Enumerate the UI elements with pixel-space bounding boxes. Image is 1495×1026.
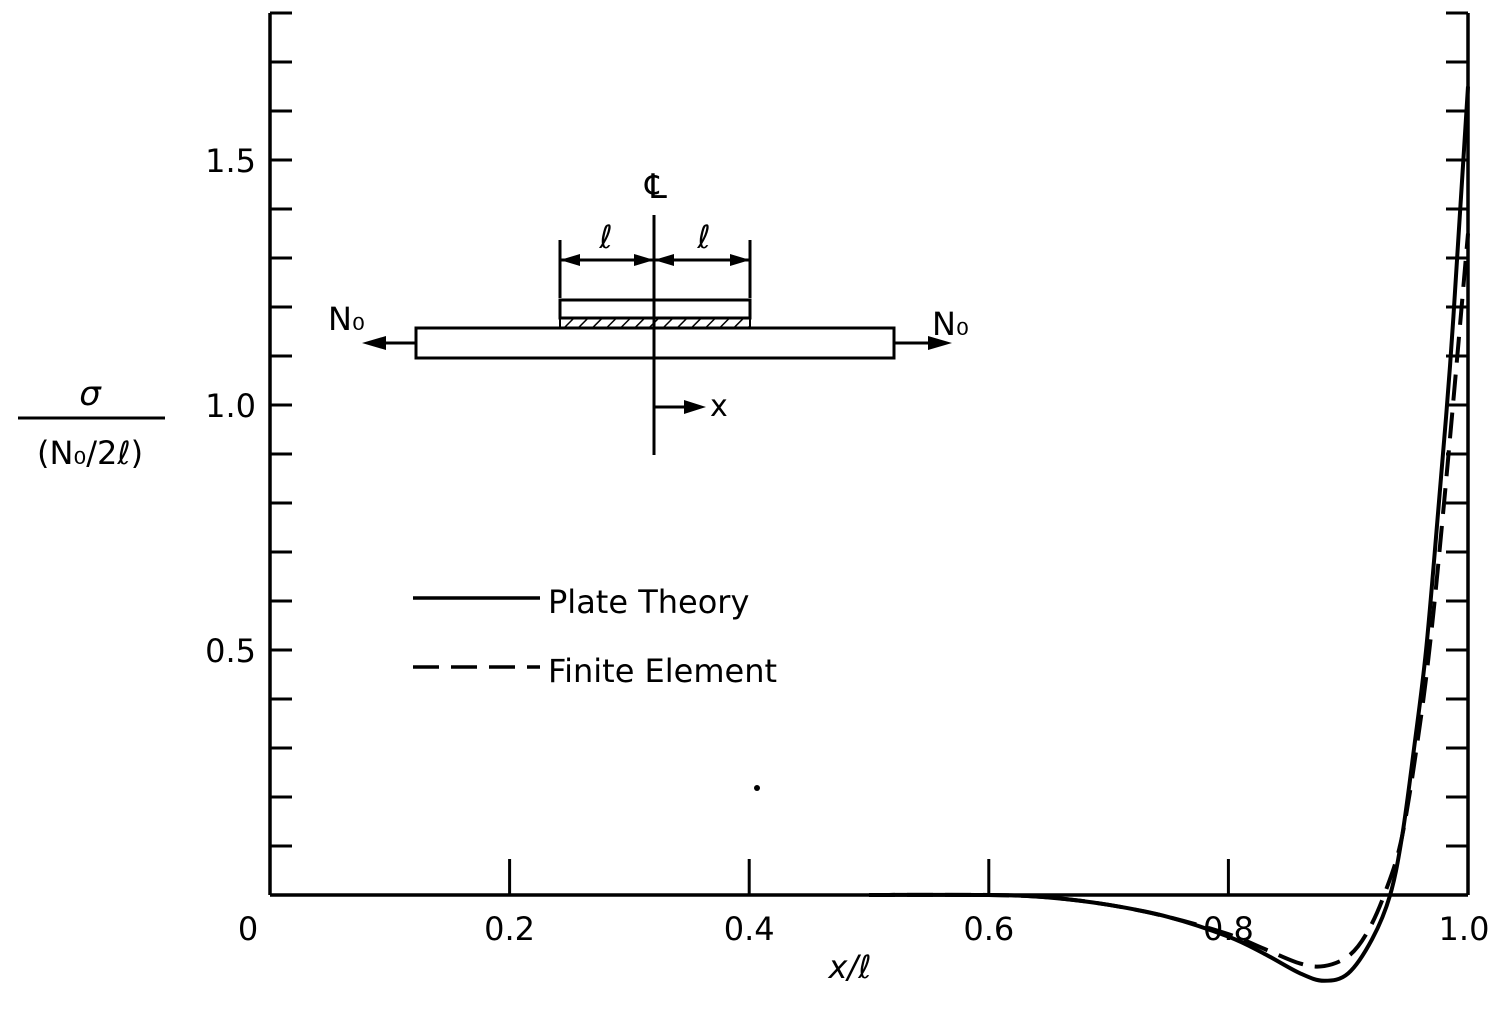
y-tick-label: 1.0: [205, 387, 256, 425]
stray-dot: [754, 785, 760, 791]
x-tick-label: 0.2: [484, 910, 535, 948]
y-tick-label: 0.5: [205, 632, 256, 670]
inset-load-right-arrow-icon: [928, 336, 952, 350]
inset-right-dim-label: ℓ: [696, 218, 710, 256]
inset-load-left-arrow-icon: [362, 336, 386, 350]
x-tick-label: 0: [238, 910, 258, 948]
inset-centerline-label: ℄: [644, 167, 667, 207]
series-line-finite-element: [868, 233, 1470, 969]
inset-left-dim-label: ℓ: [598, 218, 612, 256]
inset-dim-arrow-2: [634, 254, 654, 266]
inset-diagram: [362, 215, 952, 455]
ticks: 0.51.01.50 0.2 0.4 0.6 0.8 1.0: [205, 11, 1490, 948]
inset-left-load-label: N₀: [328, 300, 365, 338]
legend-label-plate-theory: Plate Theory: [548, 583, 749, 621]
inset-dim-arrow-4: [730, 254, 750, 266]
x-tick-label: 0.6: [963, 910, 1014, 948]
x-tick-label: 0.4: [724, 910, 775, 948]
legend: Plate Theory Finite Element: [413, 583, 777, 690]
x-axis-label: x/ℓ: [828, 948, 872, 986]
axes: [268, 13, 1470, 897]
inset-x-arrow-icon: [684, 400, 706, 414]
inset-right-load-label: N₀: [932, 305, 969, 343]
y-axis-label-numerator: σ: [79, 374, 102, 414]
y-tick-label: 1.5: [205, 142, 256, 180]
inset-dim-arrow-1: [560, 254, 580, 266]
y-axis-label-denominator: (N₀/2ℓ): [37, 434, 143, 472]
series-group: [868, 86, 1470, 983]
inset-x-label: x: [710, 389, 728, 424]
legend-label-finite-element: Finite Element: [548, 652, 777, 690]
series-line-plate-theory: [868, 86, 1470, 983]
x-tick-label: 1.0: [1439, 910, 1490, 948]
inset-dim-arrow-3: [654, 254, 674, 266]
